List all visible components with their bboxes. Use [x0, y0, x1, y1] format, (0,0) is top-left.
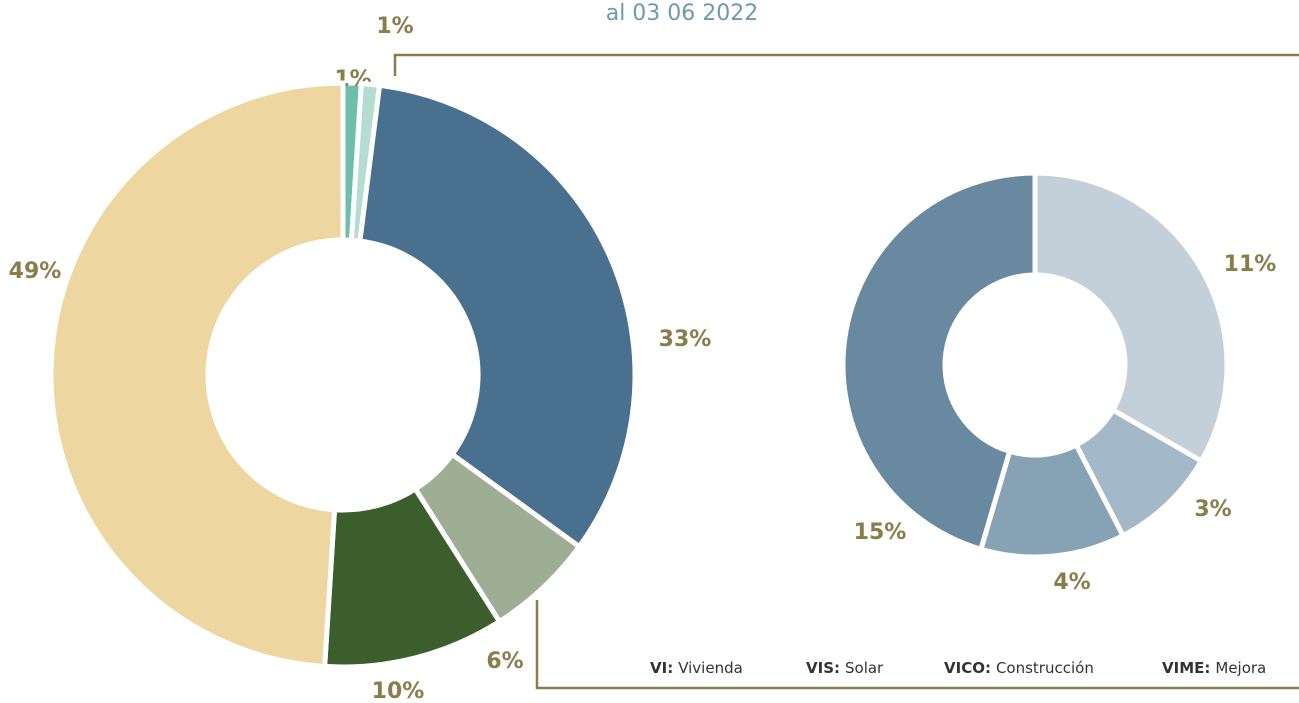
legend-label: Construcción: [996, 659, 1094, 677]
value-label: 1%: [376, 14, 413, 39]
value-label: 15%: [854, 520, 907, 545]
value-label: 6%: [486, 649, 523, 674]
donut-segment: [357, 82, 638, 551]
subtitle: al 03 06 2022: [606, 1, 759, 26]
value-label: 33%: [659, 327, 712, 352]
legend-key: VIME:: [1162, 659, 1210, 677]
connector-top: [393, 53, 1299, 76]
legend-label: Mejora: [1215, 659, 1266, 677]
donut-segment: [1032, 170, 1230, 465]
donut-segment: [840, 170, 1038, 553]
legend-entry: VICO: Construcción: [944, 659, 1094, 677]
value-label: 3%: [1194, 497, 1231, 522]
legend-key: VIS:: [806, 659, 840, 677]
legend-label: Vivienda: [678, 659, 743, 677]
value-label: 11%: [1224, 252, 1277, 277]
legend-entry: VIME: Mejora: [1162, 659, 1266, 677]
donut-segment: [48, 80, 346, 670]
connector-bottom: [535, 600, 1299, 690]
legend-entry: VIS: Solar: [806, 659, 884, 677]
legend-key: VI:: [650, 659, 673, 677]
value-label: 49%: [9, 259, 62, 284]
legend-label: Solar: [845, 659, 884, 677]
legend-key: VICO:: [944, 659, 991, 677]
legend-entry: VI: Vivienda: [650, 659, 743, 677]
value-label: 4%: [1053, 570, 1090, 595]
value-label: 10%: [372, 679, 425, 703]
